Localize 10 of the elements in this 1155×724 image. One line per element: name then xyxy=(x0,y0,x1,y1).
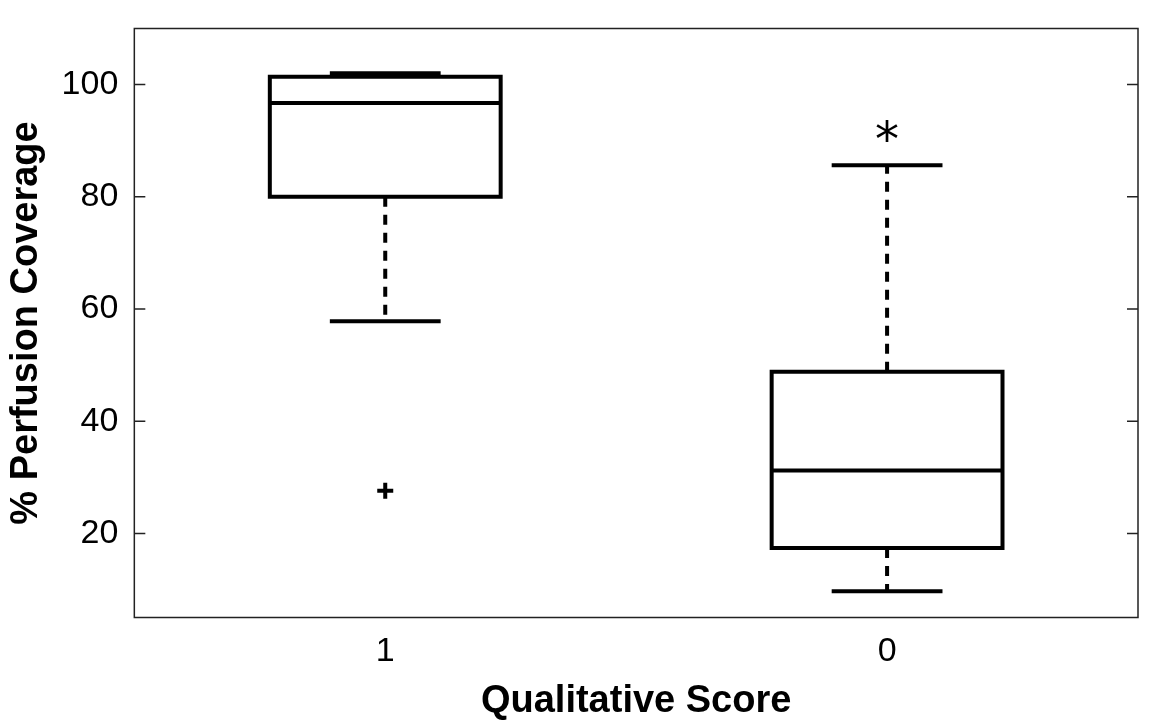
y-axis-title: % Perfusion Coverage xyxy=(3,121,46,525)
y-tick-label: 100 xyxy=(61,62,119,101)
x-tick-label: 0 xyxy=(877,630,897,669)
x-axis-title: Qualitative Score xyxy=(480,677,792,720)
y-tick-label: 20 xyxy=(80,511,119,550)
y-tick-label: 60 xyxy=(80,287,119,326)
x-tick-label: 1 xyxy=(375,630,395,669)
annotation: * xyxy=(875,110,900,167)
y-tick-label: 80 xyxy=(80,175,119,214)
y-tick-label: 40 xyxy=(80,399,119,438)
